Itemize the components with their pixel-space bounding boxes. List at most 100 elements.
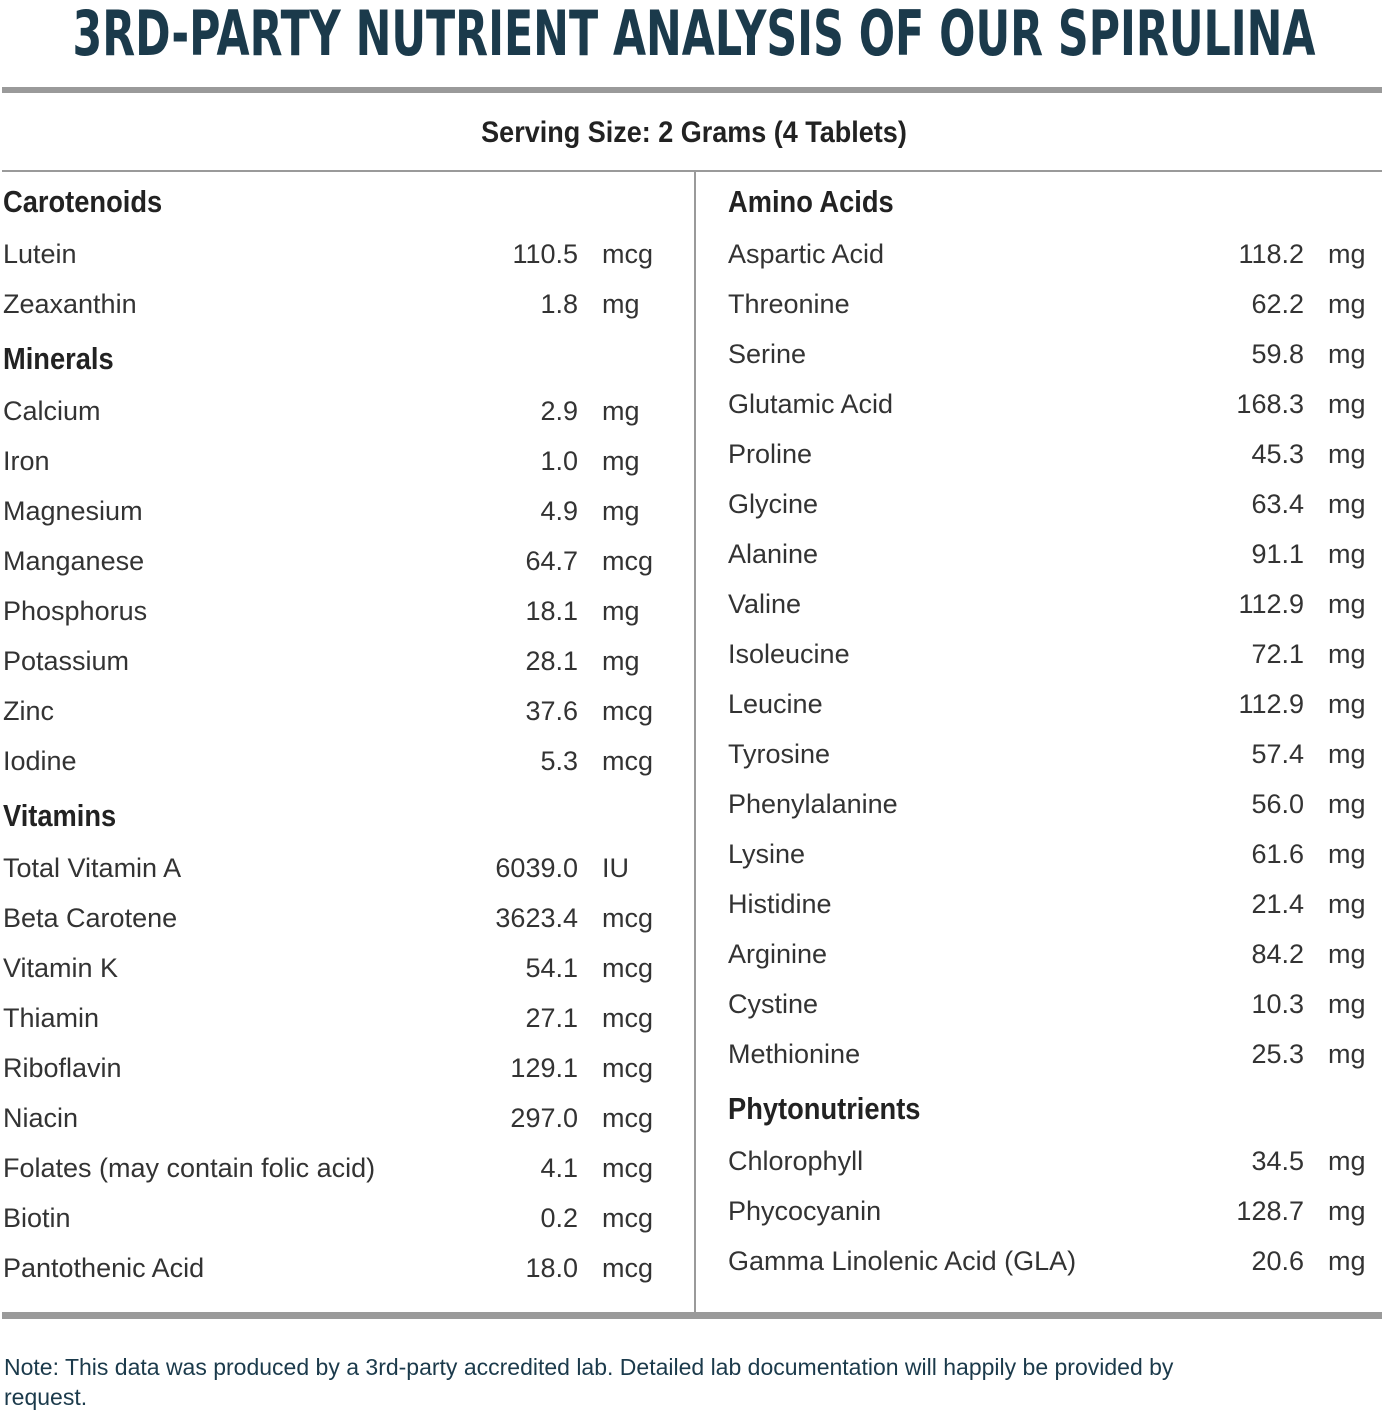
nutrient-name: Niacin xyxy=(3,1103,79,1133)
nutrient-amount: 129.1 xyxy=(510,1053,578,1083)
nutrient-amount: 18.1 xyxy=(525,596,578,626)
nutrient-name: Aspartic Acid xyxy=(728,239,885,269)
nutrient-unit: mg xyxy=(1328,689,1366,719)
nutrient-name: Vitamin K xyxy=(3,953,119,983)
nutrient-amount: 20.6 xyxy=(1251,1246,1304,1276)
nutrient-amount: 56.0 xyxy=(1251,789,1304,819)
nutrient-name: Lutein xyxy=(3,239,77,269)
nutrient-unit: mg xyxy=(1328,389,1366,419)
nutrient-amount: 18.0 xyxy=(525,1253,578,1283)
nutrient-amount: 21.4 xyxy=(1251,889,1304,919)
nutrient-name: Histidine xyxy=(728,889,832,919)
nutrient-unit: mg xyxy=(1328,789,1366,819)
nutrient-name: Thiamin xyxy=(3,1003,100,1033)
nutrient-amount: 110.5 xyxy=(512,239,578,269)
nutrient-amount: 1.0 xyxy=(540,446,578,476)
nutrient-name: Cystine xyxy=(728,989,819,1019)
nutrient-unit: mg xyxy=(602,396,640,426)
nutrient-unit: mg xyxy=(1328,1246,1366,1276)
nutrient-name: Arginine xyxy=(728,939,828,969)
nutrient-amount: 25.3 xyxy=(1251,1039,1304,1069)
nutrient-amount: 128.7 xyxy=(1236,1196,1304,1226)
nutrient-name: Folates (may contain folic acid) xyxy=(3,1153,376,1183)
nutrient-amount: 57.4 xyxy=(1251,739,1304,769)
nutrient-amount: 27.1 xyxy=(525,1003,578,1033)
nutrient-amount: 84.2 xyxy=(1251,939,1304,969)
nutrient-name: Beta Carotene xyxy=(3,903,178,933)
nutrient-unit: mg xyxy=(602,596,640,626)
nutrient-unit: mg xyxy=(1328,339,1366,369)
nutrient-amount: 4.1 xyxy=(540,1153,578,1183)
note: Note: This data was produced by a 3rd-pa… xyxy=(4,1354,1174,1410)
nutrient-unit: mg xyxy=(1328,739,1366,769)
nutrient-amount: 6039.0 xyxy=(495,853,578,883)
section-heading: Amino Acids xyxy=(728,184,894,219)
title: 3RD-PARTY NUTRIENT ANALYSIS OF OUR SPIRU… xyxy=(73,0,1316,70)
nutrient-unit: mg xyxy=(1328,439,1366,469)
nutrient-name: Phycocyanin xyxy=(728,1196,882,1226)
nutrient-name: Zeaxanthin xyxy=(3,289,137,319)
nutrient-amount: 91.1 xyxy=(1251,539,1304,569)
nutrient-unit: mcg xyxy=(602,696,654,726)
nutrient-name: Leucine xyxy=(728,689,823,719)
nutrient-unit: mcg xyxy=(602,1053,654,1083)
nutrient-unit: mcg xyxy=(602,1103,654,1133)
nutrient-unit: mcg xyxy=(602,1203,654,1233)
section-heading: Phytonutrients xyxy=(728,1091,921,1126)
nutrient-amount: 5.3 xyxy=(540,746,578,776)
nutrient-name: Iodine xyxy=(3,746,77,776)
nutrient-amount: 297.0 xyxy=(510,1103,578,1133)
nutrient-unit: mg xyxy=(1328,239,1366,269)
header-rule xyxy=(2,170,1382,172)
nutrient-unit: mcg xyxy=(602,1153,654,1183)
nutrient-amount: 61.6 xyxy=(1251,839,1304,869)
nutrient-name: Serine xyxy=(728,339,807,369)
top-rule xyxy=(2,87,1382,93)
nutrient-unit: mg xyxy=(1328,989,1366,1019)
serving-size: Serving Size: 2 Grams (4 Tablets) xyxy=(481,116,907,149)
nutrient-name: Phosphorus xyxy=(3,596,148,626)
nutrient-unit: mg xyxy=(1328,889,1366,919)
nutrient-amount: 10.3 xyxy=(1251,989,1304,1019)
nutrient-amount: 62.2 xyxy=(1251,289,1304,319)
nutrient-unit: mg xyxy=(1328,1146,1366,1176)
nutrient-name: Calcium xyxy=(3,396,101,426)
nutrient-amount: 34.5 xyxy=(1251,1146,1304,1176)
nutrient-amount: 2.9 xyxy=(540,396,578,426)
nutrient-name: Glutamic Acid xyxy=(728,389,894,419)
nutrient-name: Methionine xyxy=(728,1039,861,1069)
nutrient-amount: 3623.4 xyxy=(495,903,578,933)
nutrient-unit: mg xyxy=(602,289,640,319)
nutrient-amount: 64.7 xyxy=(525,546,578,576)
bottom-rule xyxy=(2,1312,1382,1319)
nutrient-name: Glycine xyxy=(728,489,819,519)
nutrient-name: Lysine xyxy=(728,839,806,869)
nutrient-unit: mg xyxy=(1328,939,1366,969)
nutrient-name: Riboflavin xyxy=(3,1053,122,1083)
nutrient-name: Pantothenic Acid xyxy=(3,1253,205,1283)
nutrient-unit: mcg xyxy=(602,953,654,983)
nutrient-unit: mg xyxy=(602,646,640,676)
nutrient-amount: 59.8 xyxy=(1251,339,1304,369)
nutrient-amount: 118.2 xyxy=(1238,239,1304,269)
nutrient-name: Iron xyxy=(3,446,50,476)
nutrient-unit: mg xyxy=(602,496,640,526)
nutrient-name: Tyrosine xyxy=(728,739,831,769)
nutrient-name: Valine xyxy=(728,589,802,619)
nutrient-amount: 168.3 xyxy=(1236,389,1304,419)
nutrient-unit: mg xyxy=(1328,839,1366,869)
title-box: 3RD-PARTY NUTRIENT ANALYSIS OF OUR SPIRU… xyxy=(73,0,1316,70)
nutrient-unit: mg xyxy=(1328,589,1366,619)
nutrient-amount: 112.9 xyxy=(1238,589,1304,619)
nutrient-amount: 37.6 xyxy=(525,696,578,726)
section-heading: Vitamins xyxy=(3,798,117,833)
nutrient-name: Threonine xyxy=(728,289,850,319)
section-heading: Carotenoids xyxy=(3,184,163,219)
nutrient-unit: mg xyxy=(1328,1039,1366,1069)
nutrient-name: Gamma Linolenic Acid (GLA) xyxy=(728,1246,1077,1276)
nutrient-name: Proline xyxy=(728,439,813,469)
nutrient-amount: 45.3 xyxy=(1251,439,1304,469)
nutrient-name: Manganese xyxy=(3,546,145,576)
nutrient-name: Chlorophyll xyxy=(728,1146,864,1176)
nutrient-name: Alanine xyxy=(728,539,819,569)
